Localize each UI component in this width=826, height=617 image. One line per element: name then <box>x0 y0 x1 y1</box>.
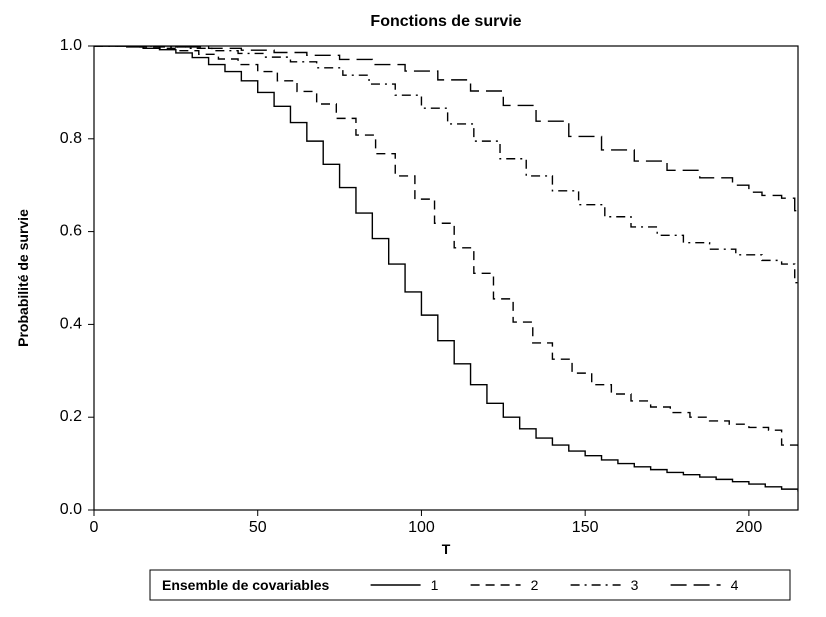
y-tick-label: 0.8 <box>60 130 82 147</box>
y-tick-label: 1.0 <box>60 37 82 54</box>
chart-title: Fonctions de survie <box>370 13 521 30</box>
legend-label-2: 2 <box>531 577 539 593</box>
x-tick-label: 0 <box>90 519 99 536</box>
legend-label-1: 1 <box>431 577 439 593</box>
y-tick-label: 0.2 <box>60 408 82 425</box>
x-axis-label: T <box>442 541 451 557</box>
legend-label-4: 4 <box>731 577 739 593</box>
y-tick-label: 0.6 <box>60 223 82 240</box>
legend-title: Ensemble de covariables <box>162 577 330 593</box>
x-tick-label: 50 <box>249 519 267 536</box>
y-tick-label: 0.4 <box>60 315 82 332</box>
survival-chart: Fonctions de survie 0.0 0.2 0.4 0.6 0.8 1.0 0 50… <box>0 0 826 617</box>
chart-svg: Fonctions de survie 0.0 0.2 0.4 0.6 0.8 1.0 0 50… <box>0 0 826 617</box>
y-axis-label: Probabilité de survie <box>15 209 31 347</box>
x-tick-label: 200 <box>736 519 763 536</box>
y-tick-label: 0.0 <box>60 501 82 518</box>
legend-label-3: 3 <box>631 577 639 593</box>
x-tick-label: 100 <box>408 519 435 536</box>
x-tick-label: 150 <box>572 519 599 536</box>
